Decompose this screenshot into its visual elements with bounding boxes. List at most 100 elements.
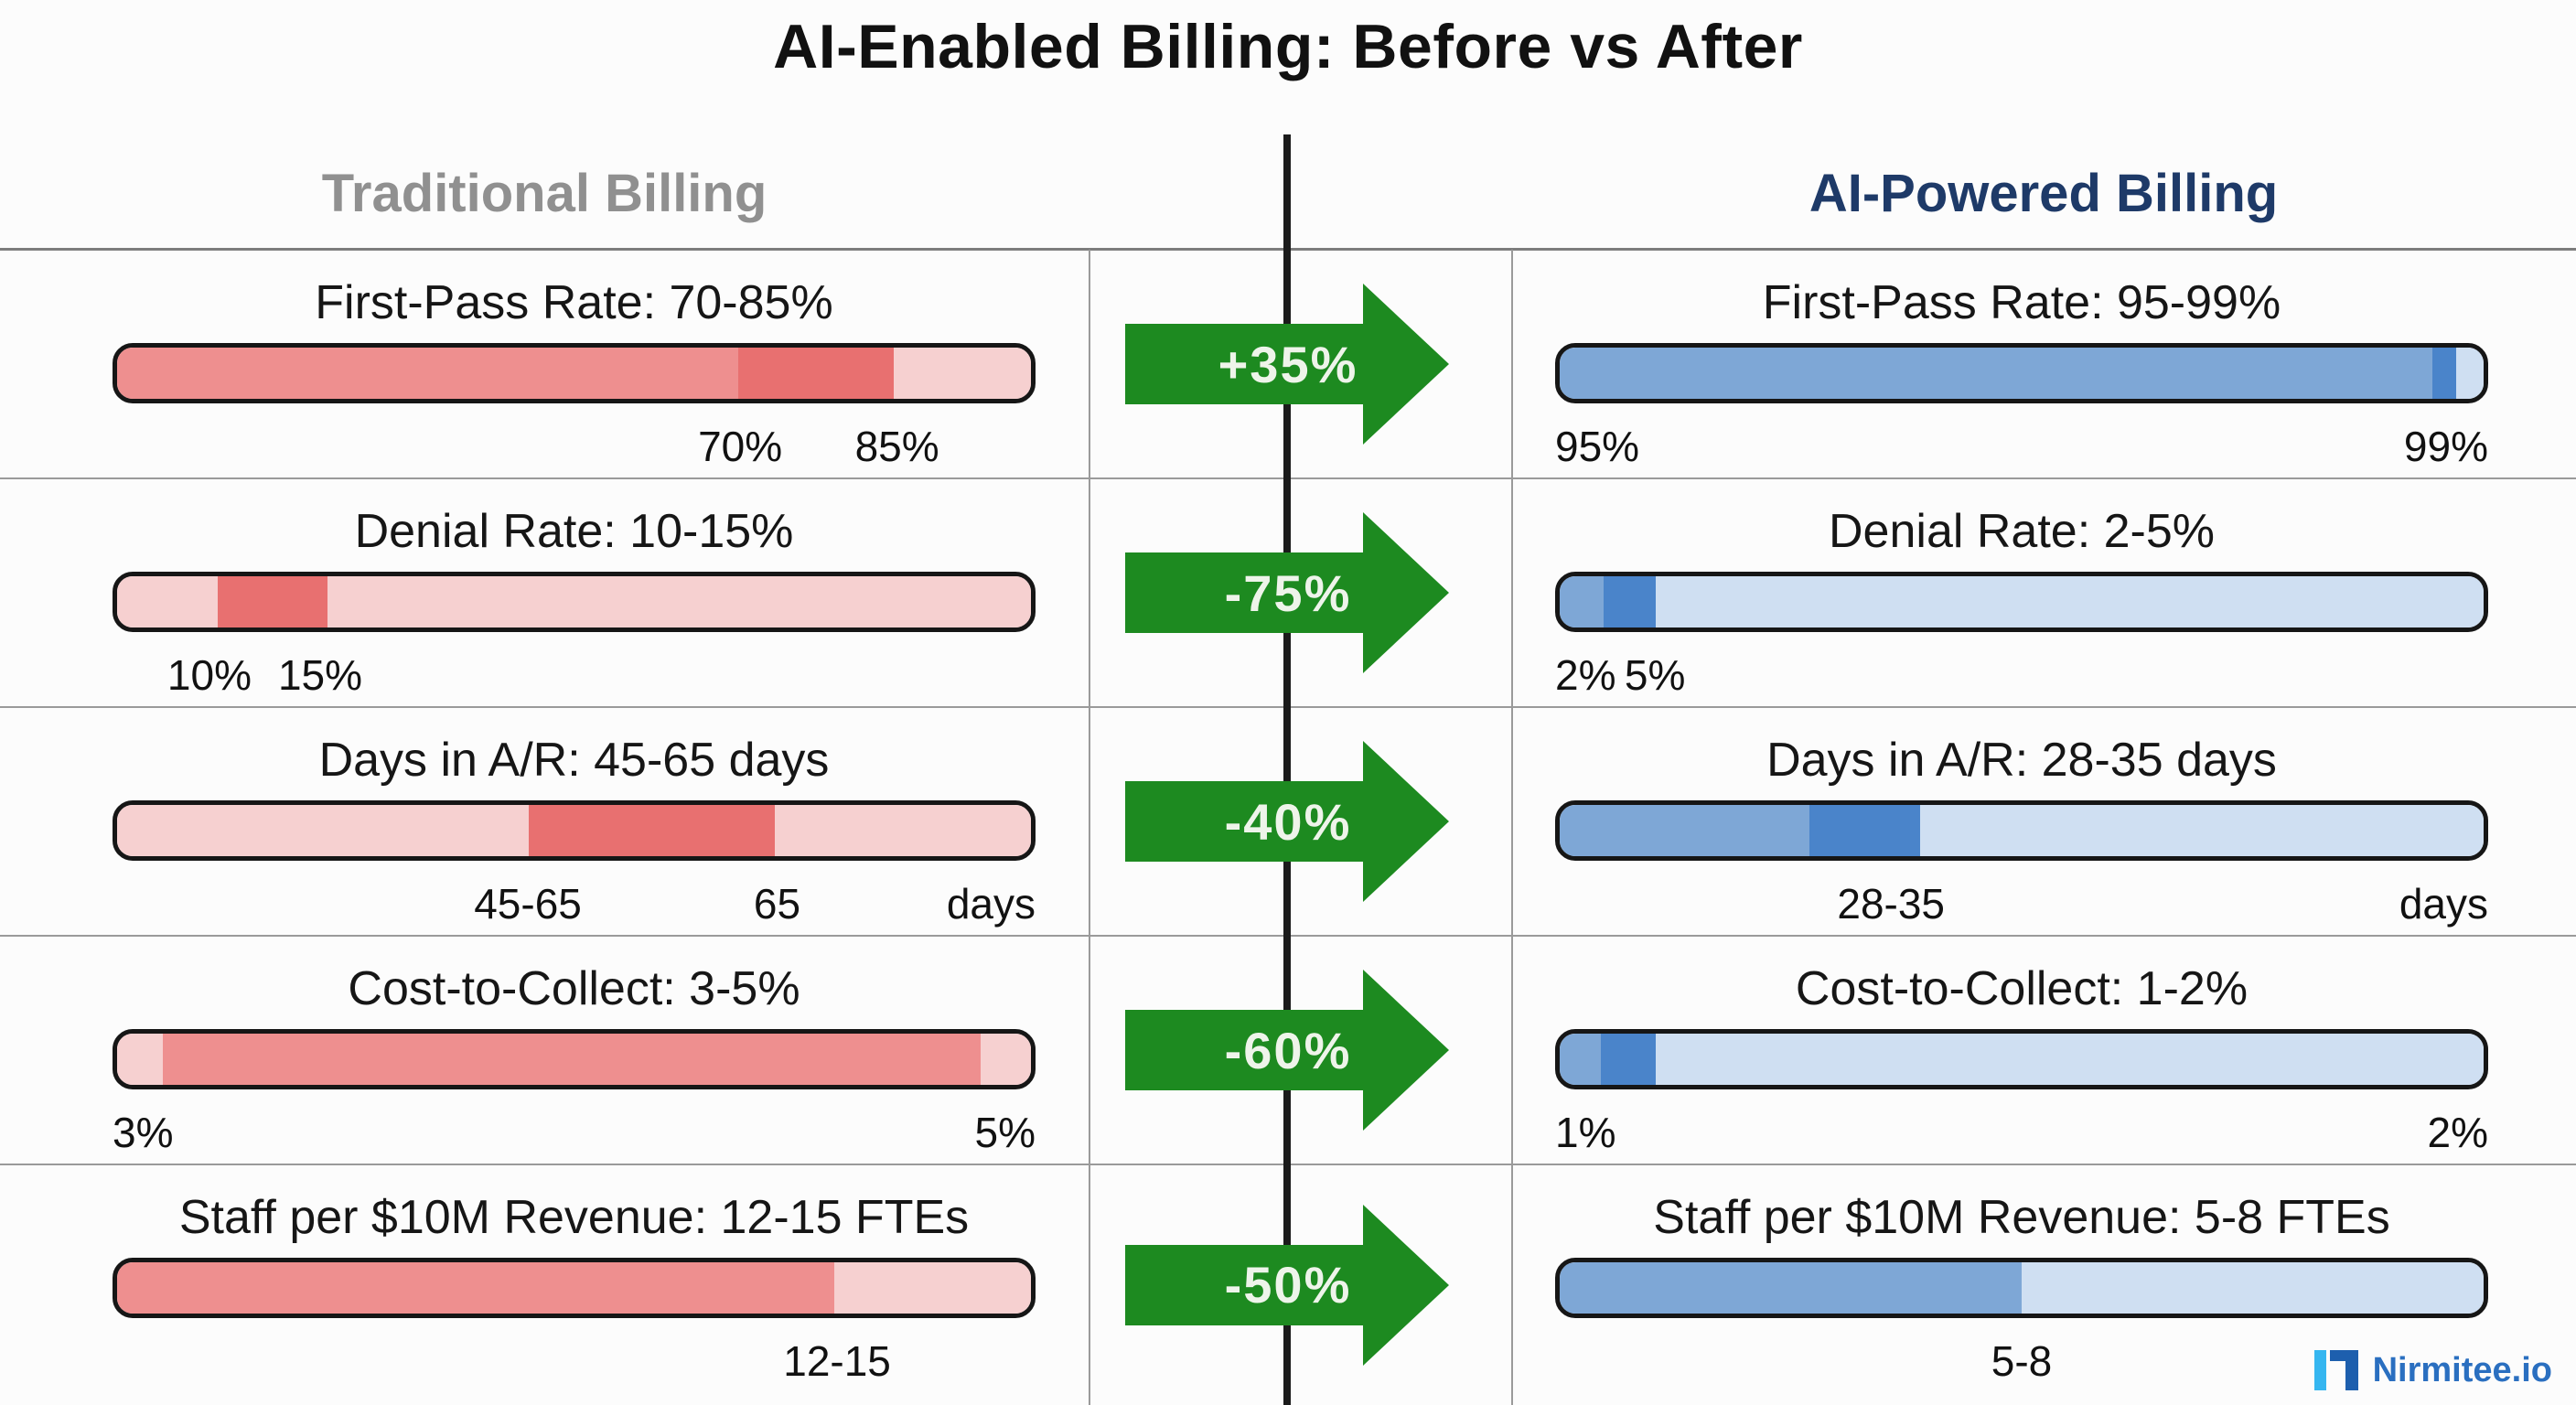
metric-cell-ai: Staff per $10M Revenue: 5-8 FTEs 5-8: [1511, 1164, 2576, 1405]
bar-segment: [775, 805, 1031, 856]
range-bar: [113, 1258, 1036, 1318]
page-title: AI-Enabled Billing: Before vs After: [773, 12, 1803, 81]
tick-label: days: [946, 880, 1036, 928]
bar-segment: [1604, 576, 1657, 627]
change-arrow: -50%: [1125, 1203, 1451, 1367]
bar-segment: [1809, 805, 1920, 856]
metric-label: Cost-to-Collect: 3-5%: [348, 962, 800, 1015]
tick-label: 5%: [974, 1109, 1036, 1156]
change-arrow-label: -75%: [1224, 563, 1352, 622]
bar-tick-labels: 45-65 65 days: [113, 879, 1036, 930]
bar-tick-labels: 10% 15%: [113, 650, 1036, 702]
change-arrow-label: +35%: [1218, 335, 1358, 393]
bar-segment: [217, 576, 327, 627]
metric-label: Denial Rate: 2-5%: [1829, 505, 2215, 558]
bar-tick-labels: 3% 5%: [113, 1108, 1036, 1159]
metric-label: Days in A/R: 28-35 days: [1766, 734, 2277, 787]
bar-segment: [1656, 1034, 2484, 1085]
bar-tick-labels: 70% 85%: [113, 422, 1036, 473]
bar-tick-labels: 1% 2%: [1555, 1108, 2488, 1159]
bar-tick-labels: 95% 99%: [1555, 422, 2488, 473]
tick-label: 70%: [698, 423, 783, 470]
range-bar: [1555, 572, 2488, 632]
tick-label: 99%: [2403, 423, 2488, 470]
bar-segment: [117, 1262, 835, 1314]
bar-segment: [1919, 805, 2484, 856]
metric-row: Staff per $10M Revenue: 12-15 FTEs 12-15 S…: [0, 1164, 2576, 1405]
metric-cell-ai: Cost-to-Collect: 1-2% 1% 2%: [1511, 936, 2576, 1164]
change-arrow-label: -40%: [1224, 792, 1352, 851]
arrow-right-icon: [1125, 741, 1449, 902]
metric-cell-ai: First-Pass Rate: 95-99% 95% 99%: [1511, 250, 2576, 478]
arrow-right-icon: [1125, 970, 1449, 1131]
bar-segment: [1656, 576, 2484, 627]
bar-tick-labels: 12-15: [113, 1336, 1036, 1388]
metric-row: First-Pass Rate: 70-85% 70% 85% First-Pass …: [0, 250, 2576, 478]
tick-label: 95%: [1555, 423, 1640, 470]
metric-row: Denial Rate: 10-15% 10% 15% Denial Rate: 2-…: [0, 478, 2576, 707]
metric-cell-traditional: Cost-to-Collect: 3-5% 3% 5%: [0, 936, 1089, 1164]
tick-label: 28-35: [1837, 880, 1946, 928]
tick-label: 12-15: [783, 1337, 891, 1385]
tick-label: 2%: [2427, 1109, 2488, 1156]
bar-segment: [894, 348, 1031, 399]
range-bar: [113, 572, 1036, 632]
bar-segment: [1560, 1262, 2022, 1314]
metric-cell-traditional: First-Pass Rate: 70-85% 70% 85%: [0, 250, 1089, 478]
tick-label: 5%: [1624, 651, 1686, 699]
tick-label: days: [2399, 880, 2488, 928]
change-arrow: -75%: [1125, 510, 1451, 675]
column-header-traditional: Traditional Billing: [321, 164, 767, 223]
bar-segment: [834, 1262, 1031, 1314]
metric-cell-traditional: Denial Rate: 10-15% 10% 15%: [0, 478, 1089, 707]
change-arrow-label: -50%: [1224, 1256, 1352, 1314]
bar-segment: [327, 576, 1031, 627]
metric-row: Days in A/R: 45-65 days 45-65 65 days Days i…: [0, 707, 2576, 936]
range-bar: [1555, 1029, 2488, 1089]
metric-label: Cost-to-Collect: 1-2%: [1795, 962, 2249, 1015]
bar-segment: [1601, 1034, 1657, 1085]
metric-label: Denial Rate: 10-15%: [354, 505, 794, 558]
metric-label: Staff per $10M Revenue: 5-8 FTEs: [1653, 1191, 2390, 1244]
bar-segment: [2455, 348, 2484, 399]
brand-logo: Nirmitee.io: [2313, 1346, 2552, 1394]
range-bar: [1555, 343, 2488, 403]
change-arrow: +35%: [1125, 282, 1451, 446]
change-arrow: -40%: [1125, 739, 1451, 904]
tick-label: 15%: [277, 651, 363, 699]
arrow-right-icon: [1125, 512, 1449, 673]
bar-segment: [117, 576, 218, 627]
tick-label: 45-65: [474, 880, 582, 928]
metric-label: Days in A/R: 45-65 days: [318, 734, 830, 787]
tick-label: 3%: [113, 1109, 174, 1156]
bar-segment: [1560, 576, 1605, 627]
column-header-ai: AI-Powered Billing: [1809, 164, 2279, 223]
bar-segment: [981, 1034, 1031, 1085]
bar-tick-labels: 5-8: [1555, 1336, 2488, 1388]
metric-cell-ai: Denial Rate: 2-5% 2% 5%: [1511, 478, 2576, 707]
bar-tick-labels: 28-35 days: [1555, 879, 2488, 930]
tick-label: 5-8: [1991, 1337, 2053, 1385]
bar-segment: [528, 805, 776, 856]
range-bar: [113, 343, 1036, 403]
tick-label: 1%: [1555, 1109, 1616, 1156]
change-arrow: -60%: [1125, 968, 1451, 1132]
change-arrow-label: -60%: [1224, 1021, 1352, 1079]
metric-cell-ai: Days in A/R: 28-35 days 28-35 days: [1511, 707, 2576, 936]
bar-segment: [162, 1034, 982, 1085]
range-bar: [1555, 800, 2488, 861]
bar-segment: [1560, 348, 2433, 399]
bar-segment: [1560, 1034, 1602, 1085]
nirmitee-logo-icon: [2313, 1350, 2358, 1390]
range-bar: [113, 1029, 1036, 1089]
bar-segment: [2022, 1262, 2484, 1314]
tick-label: 10%: [166, 651, 252, 699]
tick-label: 2%: [1555, 651, 1616, 699]
metric-label: First-Pass Rate: 70-85%: [315, 276, 833, 329]
bar-segment: [2432, 348, 2456, 399]
brand-logo-text: Nirmitee.io: [2372, 1350, 2552, 1389]
bar-segment: [117, 348, 739, 399]
metric-row: Cost-to-Collect: 3-5% 3% 5% Cost-to-Collect…: [0, 936, 2576, 1164]
bar-tick-labels: 2% 5%: [1555, 650, 2488, 702]
